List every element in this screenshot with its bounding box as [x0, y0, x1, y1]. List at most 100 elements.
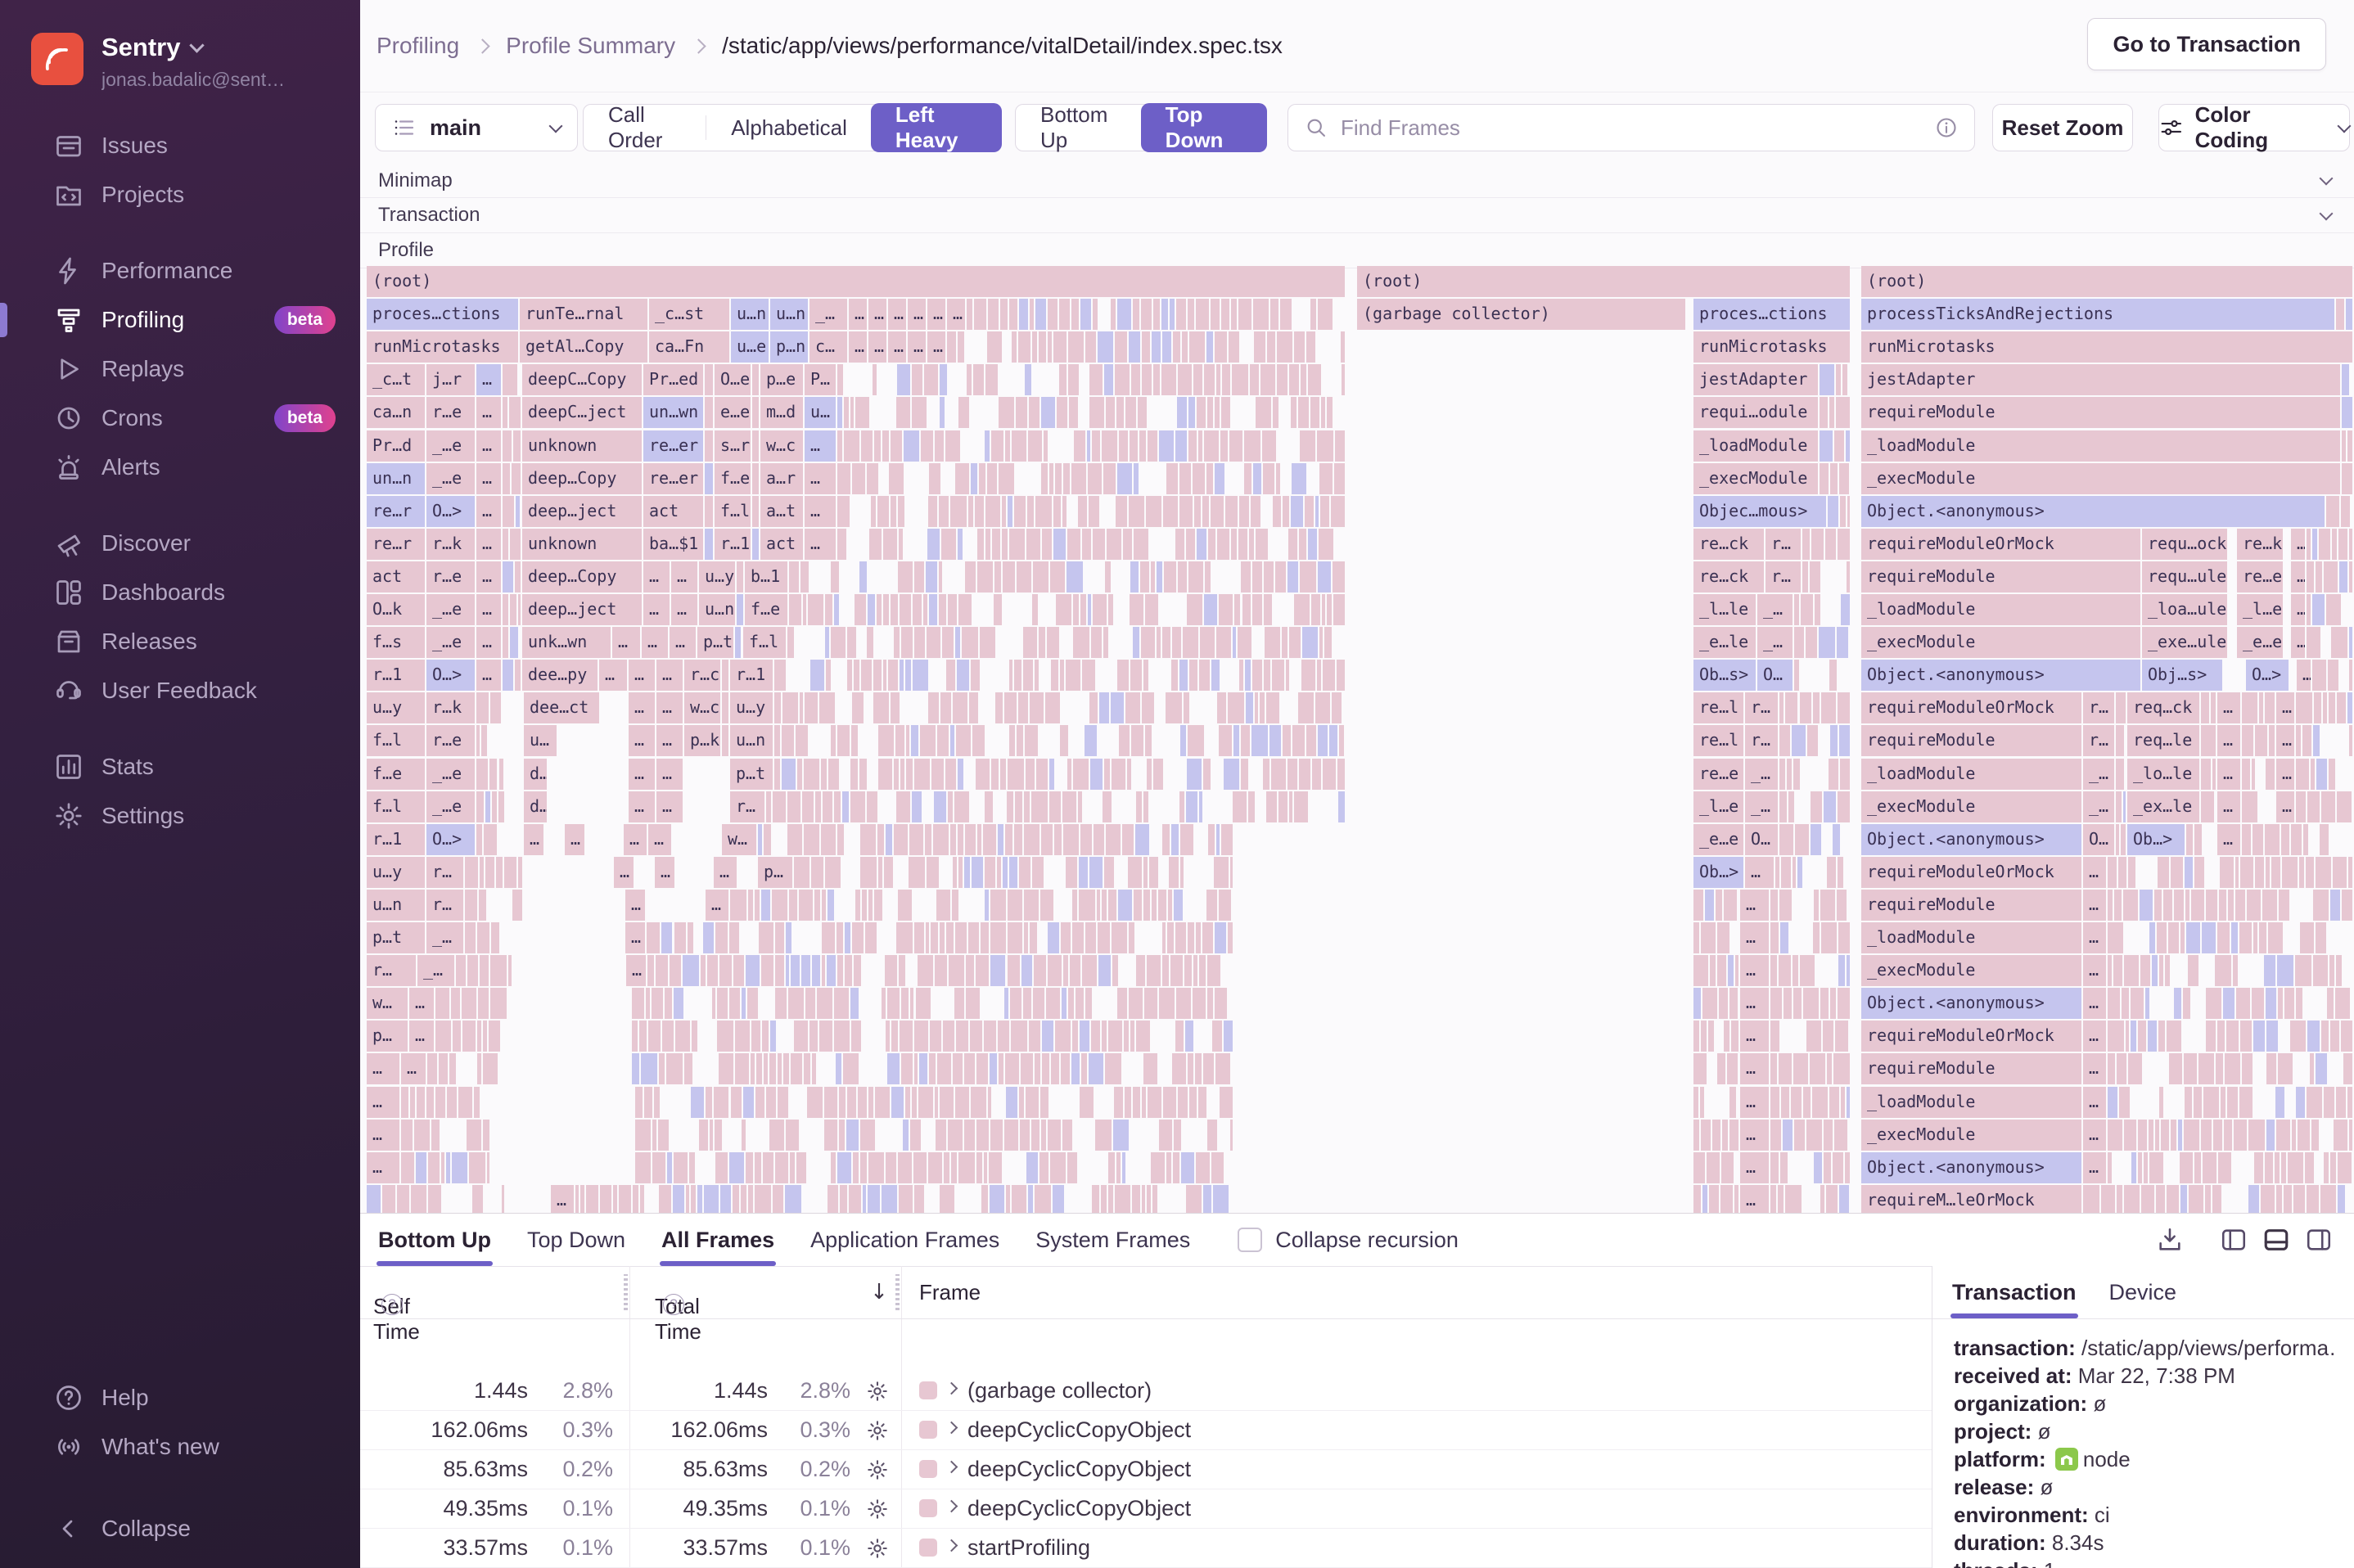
flame-frame[interactable]: … — [805, 496, 836, 527]
sort-alphabetical[interactable]: Alphabetical — [706, 104, 872, 151]
flame-frame[interactable]: _… — [2083, 791, 2114, 822]
flame-frame[interactable]: _… — [1757, 627, 1793, 658]
flamegraph-canvas[interactable]: (root) proces…ctions runTe…rnal _c…st u…n u…n… — [367, 266, 2354, 1213]
flame-frame[interactable]: … — [1740, 988, 1769, 1019]
flame-frame[interactable]: … — [367, 1087, 399, 1118]
flame-frame[interactable]: … — [2217, 692, 2240, 723]
flame-frame[interactable]: p…k — [684, 725, 720, 756]
flame-frame[interactable]: … — [714, 857, 737, 888]
flame-frame[interactable]: _loadModule — [1861, 759, 2081, 790]
flame-frame[interactable]: f…l — [367, 791, 425, 822]
flame-frame[interactable]: O… — [1757, 660, 1793, 691]
flame-frame[interactable]: … — [625, 922, 645, 953]
flame-frame[interactable]: _loadModule — [1861, 594, 2140, 625]
flame-frame[interactable]: … — [927, 331, 945, 363]
flame-frame[interactable]: _loadModule — [1861, 430, 2340, 462]
flame-frame[interactable]: Pr…d — [367, 430, 425, 462]
flame-frame[interactable]: r… — [1745, 725, 1778, 756]
flame-frame[interactable]: … — [849, 331, 867, 363]
flame-frame[interactable]: … — [551, 1185, 574, 1213]
flame-frame[interactable]: … — [614, 857, 634, 888]
flame-frame[interactable]: … — [2217, 791, 2240, 822]
flame-frame[interactable]: _execModule — [1861, 1120, 2081, 1151]
flame-frame[interactable]: requireModuleOrMock — [1861, 1021, 2081, 1052]
flame-frame[interactable]: j…r — [426, 364, 475, 395]
sort-direction-icon[interactable]: ↓ — [870, 1280, 888, 1304]
flame-frame[interactable]: … — [626, 955, 646, 986]
flame-frame[interactable]: p…e — [760, 364, 803, 395]
flame-frame[interactable]: Object.<anonymous> — [1861, 824, 2081, 855]
flame-frame[interactable]: … — [2083, 1021, 2106, 1052]
flame-frame[interactable]: _exe…ule — [2142, 627, 2227, 658]
sidebar-item-issues[interactable]: Issues — [0, 121, 360, 170]
flame-frame[interactable]: … — [805, 430, 836, 462]
flame-frame[interactable]: … — [401, 1053, 426, 1084]
flame-frame[interactable]: … — [947, 299, 965, 330]
flame-frame[interactable]: … — [476, 397, 501, 428]
flame-frame[interactable]: … — [629, 791, 655, 822]
flame-frame[interactable]: u…n — [367, 890, 425, 921]
flame-frame[interactable]: … — [648, 824, 671, 855]
flame-frame[interactable]: O…e — [715, 364, 751, 395]
detail-tab-device[interactable]: Device — [2108, 1279, 2177, 1304]
flame-frame[interactable]: … — [868, 331, 886, 363]
flame-frame[interactable]: p…t — [730, 759, 773, 790]
flame-frame[interactable]: act — [367, 561, 425, 593]
flame-frame[interactable]: f…e — [745, 594, 787, 625]
flame-frame[interactable]: c… — [809, 331, 847, 363]
flame-frame[interactable]: u…n — [730, 725, 773, 756]
flame-frame[interactable]: processTicksAndRejections — [1861, 299, 2334, 330]
flame-frame[interactable]: d… — [524, 759, 547, 790]
flame-frame[interactable]: r… — [1766, 561, 1801, 593]
flame-frame[interactable]: u…n — [699, 594, 735, 625]
flame-frame[interactable]: … — [908, 299, 926, 330]
flame-frame[interactable]: Ob…s> — [1693, 660, 1756, 691]
flame-frame[interactable]: … — [671, 561, 697, 593]
flame-frame[interactable]: u…y — [730, 692, 773, 723]
tab-application-frames[interactable]: Application Frames — [810, 1227, 1000, 1252]
flame-frame[interactable]: … — [2291, 594, 2305, 625]
flame-frame[interactable]: re…e — [1693, 759, 1743, 790]
sidebar-item-stats[interactable]: Stats — [0, 742, 360, 791]
flame-frame[interactable]: re…ck — [1693, 561, 1764, 593]
flame-frame[interactable]: … — [2276, 692, 2294, 723]
detail-tab-transaction[interactable]: Transaction — [1950, 1279, 2078, 1318]
frame-table-row[interactable]: 49.35ms 0.1% 49.35ms 0.1% deepCyclicCopyObje… — [360, 1489, 1932, 1529]
flame-frame[interactable]: _execModule — [1861, 791, 2081, 822]
flame-frame[interactable]: u…n — [731, 299, 769, 330]
flame-frame[interactable]: … — [2276, 791, 2294, 822]
flame-frame[interactable]: … — [565, 824, 584, 855]
flame-frame[interactable]: proces…ctions — [1693, 299, 1850, 330]
flame-frame[interactable]: _… — [2083, 759, 2114, 790]
flame-frame[interactable]: deep…ject — [522, 594, 642, 625]
flame-frame[interactable]: … — [805, 529, 836, 560]
frame-options-gear-icon[interactable] — [866, 1498, 895, 1526]
flame-frame[interactable]: s…r — [715, 430, 751, 462]
flame-frame[interactable]: r… — [730, 791, 764, 822]
flame-frame[interactable]: u… — [805, 397, 836, 428]
flame-frame[interactable]: runMicrotasks — [1861, 331, 2352, 363]
flame-frame[interactable]: u… — [524, 725, 557, 756]
flame-frame[interactable]: _loa…ule — [2142, 594, 2227, 625]
flame-frame[interactable]: Object.<anonymous> — [1861, 660, 2140, 691]
flame-frame[interactable]: _… — [1745, 759, 1778, 790]
dock-right-icon[interactable] — [2305, 1226, 2333, 1254]
flame-frame[interactable]: _… — [426, 922, 463, 953]
section-row-minimap[interactable]: Minimap — [360, 164, 2354, 198]
flame-frame[interactable]: … — [2217, 824, 2240, 855]
breadcrumb-profiling[interactable]: Profiling — [377, 33, 460, 58]
flame-frame[interactable]: … — [670, 627, 696, 658]
flame-frame[interactable]: … — [476, 430, 501, 462]
flame-frame[interactable]: proces…ctions — [367, 299, 518, 330]
flame-frame[interactable]: … — [2083, 988, 2106, 1019]
flame-frame[interactable]: deep…ject — [522, 496, 642, 527]
flame-frame[interactable]: _… — [1745, 791, 1778, 822]
search-input[interactable] — [1339, 114, 1923, 142]
flame-frame[interactable]: _… — [809, 299, 847, 330]
sidebar-item-releases[interactable]: Releases — [0, 617, 360, 666]
flame-frame[interactable]: … — [629, 660, 655, 691]
flame-frame[interactable]: Obj…s> — [2142, 660, 2222, 691]
flame-frame[interactable]: … — [2276, 759, 2294, 790]
flame-frame[interactable]: runMicrotasks — [1693, 331, 1850, 363]
flame-frame[interactable]: runMicrotasks — [367, 331, 518, 363]
